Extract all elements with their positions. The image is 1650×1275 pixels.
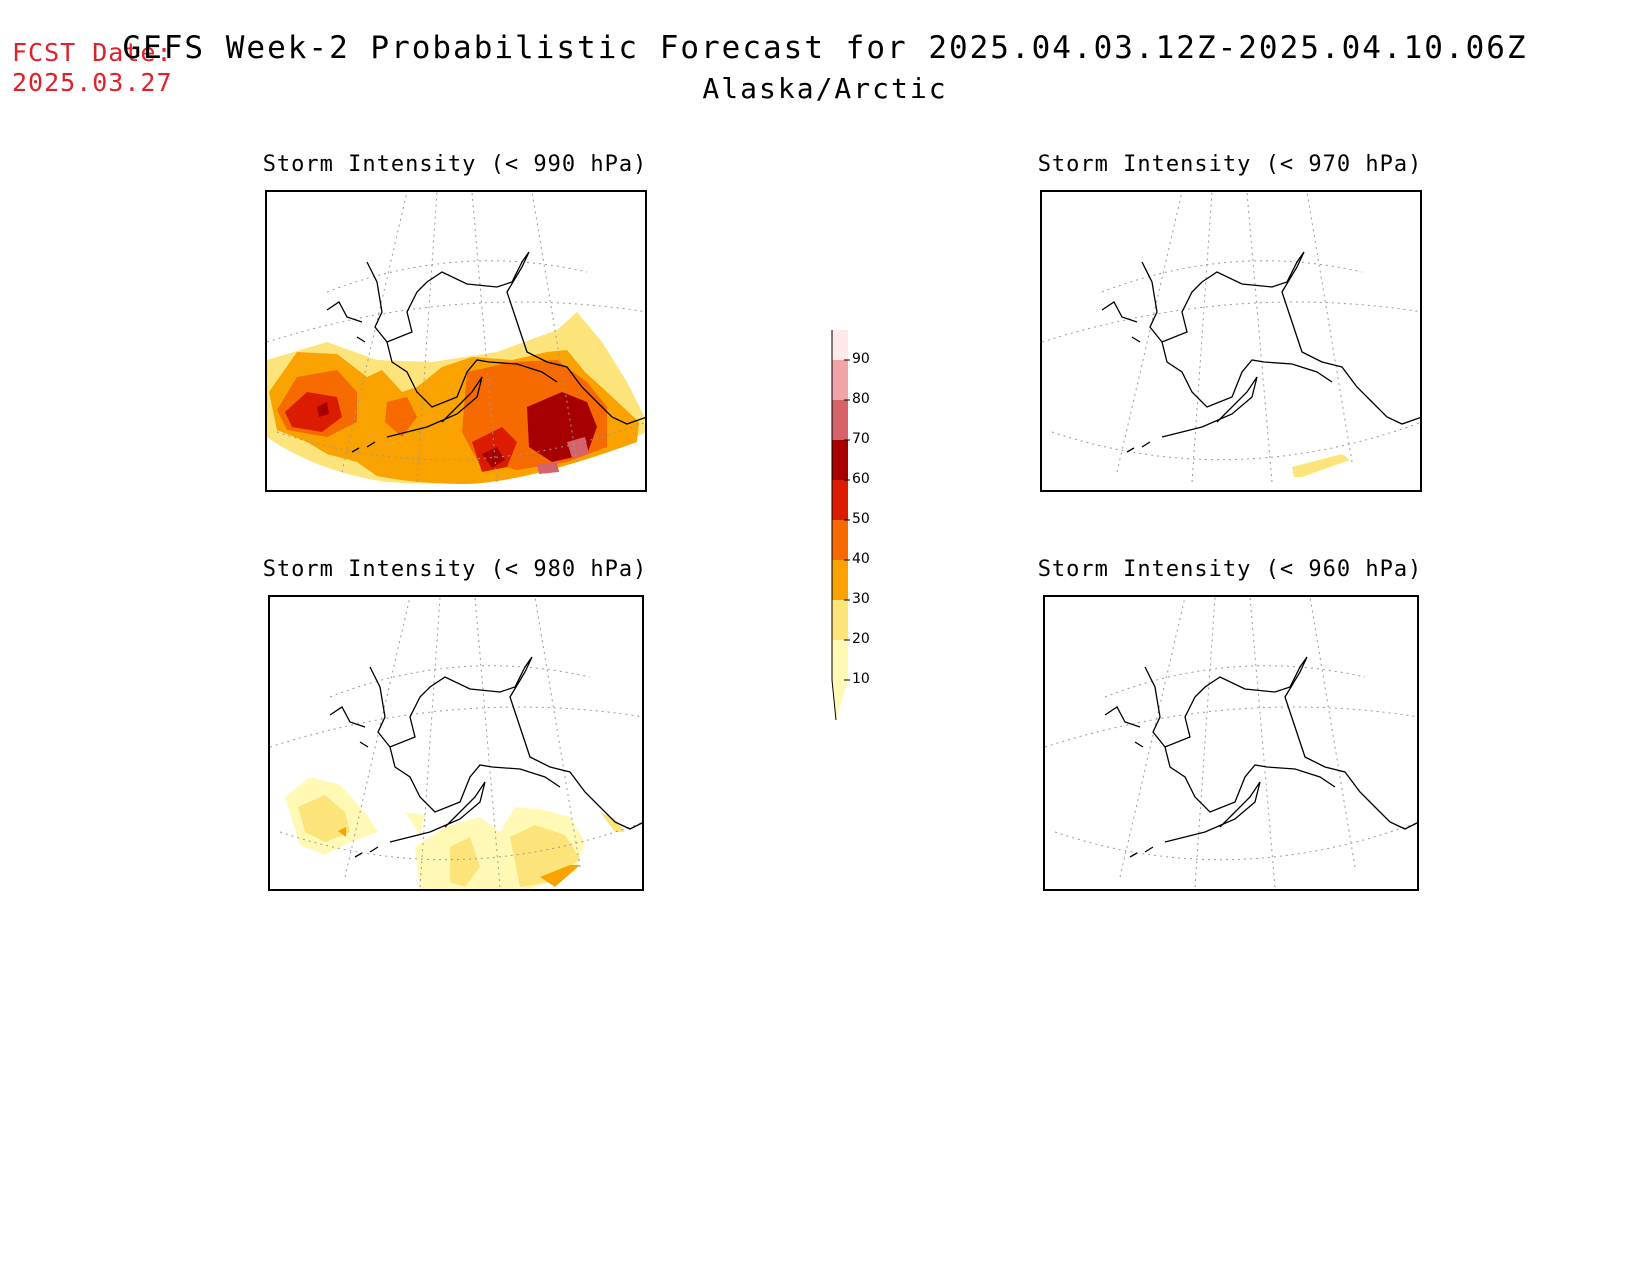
colorbar-tick-label: 30 [852, 591, 870, 607]
map-panel-990 [265, 190, 647, 492]
colorbar-swatch [832, 640, 848, 680]
panel-960-title: Storm Intensity (< 960 hPa) [1037, 557, 1423, 582]
region-subtitle: Alaska/Arctic [702, 72, 948, 105]
colorbar-tick-label: 10 [852, 671, 870, 687]
colorbar-svg [831, 289, 852, 721]
panel-990-title: Storm Intensity (< 990 hPa) [262, 152, 648, 177]
graticule-990 [267, 192, 645, 483]
graticule-970 [1042, 192, 1420, 483]
prob-fill-970 [1292, 454, 1350, 477]
map-980-svg [270, 597, 642, 889]
colorbar-swatch [832, 520, 848, 560]
main-title: GEFS Week-2 Probabilistic Forecast for 2… [122, 30, 1528, 66]
colorbar-extend-low [832, 680, 848, 720]
colorbar-tick-label: 50 [852, 511, 870, 527]
colorbar-swatch [832, 560, 848, 600]
coastline-990 [326, 251, 645, 453]
colorbar-tick-label: 80 [852, 391, 870, 407]
colorbar-swatch [832, 360, 848, 400]
map-990-svg [267, 192, 645, 484]
colorbar-swatch [832, 600, 848, 640]
panel-980-title: Storm Intensity (< 980 hPa) [262, 557, 648, 582]
fcst-label: FCST Date: [12, 38, 173, 67]
colorbar-swatch [832, 480, 848, 520]
graticule-960 [1045, 597, 1417, 888]
map-panel-980 [268, 595, 644, 891]
prob-fill-990 [267, 312, 645, 484]
colorbar-swatch [832, 400, 848, 440]
prob-fill-980 [285, 777, 625, 889]
colorbar-tick-label: 70 [852, 431, 870, 447]
fcst-date: 2025.03.27 [12, 68, 173, 97]
map-panel-960 [1043, 595, 1419, 891]
coastline-960 [1104, 656, 1417, 858]
colorbar-tick-label: 60 [852, 471, 870, 487]
graticule-980 [270, 597, 642, 888]
map-970-svg [1042, 192, 1420, 483]
colorbar: 10 20 30 40 50 60 70 80 90 [810, 289, 890, 750]
colorbar-swatch [832, 440, 848, 480]
colorbar-tick-label: 40 [852, 551, 870, 567]
colorbar-tick-label: 20 [852, 631, 870, 647]
map-960-svg [1045, 597, 1417, 888]
colorbar-swatch [832, 320, 848, 360]
fcst-date-label: FCST Date: 2025.03.27 [12, 38, 173, 98]
figure-title: GEFS Week-2 Probabilistic Forecast for 2… [0, 30, 1650, 105]
map-panel-970 [1040, 190, 1422, 492]
colorbar-tick-label: 90 [852, 351, 870, 367]
coastline-970 [1101, 251, 1420, 453]
coastline-980 [329, 656, 642, 858]
panel-970-title: Storm Intensity (< 970 hPa) [1037, 152, 1423, 177]
